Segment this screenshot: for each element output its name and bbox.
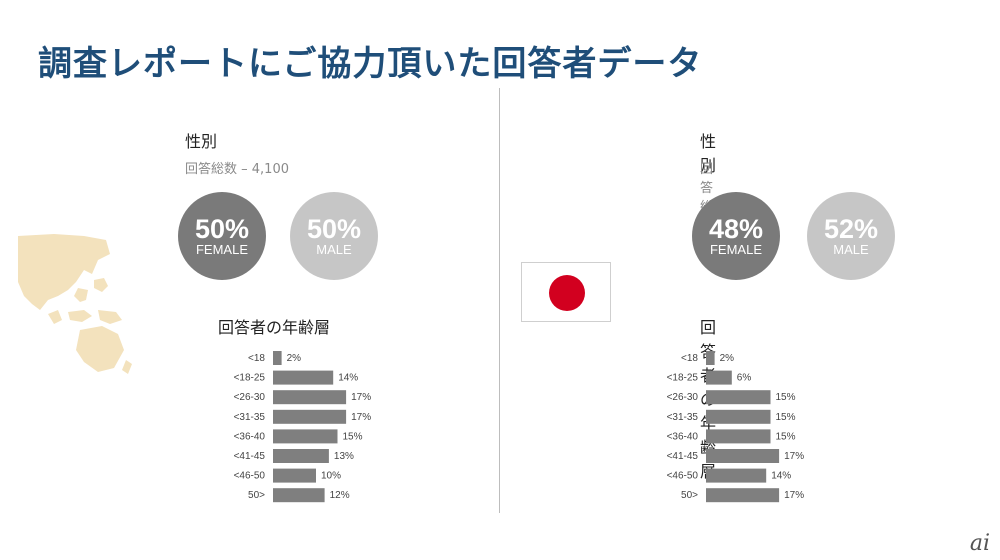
category-label: <18-25 [667, 373, 699, 384]
age-bar [273, 409, 347, 424]
value-label: 12% [330, 490, 350, 501]
center-divider [499, 88, 500, 513]
age-heading: 回答者の年齢層 [218, 318, 331, 337]
male-percent: 52% [823, 214, 879, 244]
male-label: MALE [833, 242, 869, 257]
category-label: <26-30 [667, 392, 699, 403]
category-label: <36-40 [234, 431, 266, 442]
value-label: 17% [784, 490, 804, 501]
female-percent: 48% [708, 214, 764, 244]
female-label: FEMALE [709, 242, 762, 257]
value-label: 15% [776, 412, 796, 423]
flag-sun-disc [549, 275, 585, 311]
age-bar [706, 370, 732, 385]
male-circle: 52% MALE [807, 192, 895, 280]
female-circle: 50% FEMALE [178, 192, 266, 280]
value-label: 10% [321, 471, 341, 482]
value-label: 13% [334, 451, 354, 462]
age-bar [273, 390, 347, 405]
age-bar [273, 468, 316, 483]
gender-heading: 性別 [185, 132, 218, 151]
age-bar [706, 449, 780, 463]
age-bar [706, 409, 771, 424]
category-label: <26-30 [234, 392, 266, 403]
age-bar [273, 429, 338, 444]
category-label: <41-45 [667, 451, 699, 462]
age-bar [273, 370, 334, 385]
asia-pacific-map-icon [18, 234, 132, 374]
age-bar [273, 449, 329, 463]
female-circle: 48% FEMALE [692, 192, 780, 280]
watermark-logo: ai [969, 531, 990, 556]
female-label: FEMALE [195, 242, 248, 257]
gender-heading: 性別 [700, 132, 717, 175]
category-label: 50> [248, 490, 265, 501]
value-label: 15% [776, 431, 796, 442]
category-label: <36-40 [667, 431, 699, 442]
page-title: 調査レポートにご協力頂いた回答者データ [38, 44, 703, 84]
panel-japan: 性別 回答総数 – 400 48% FEMALE 52% MALE 回答者の年齢… [0, 0, 895, 560]
female-percent: 50% [194, 214, 250, 244]
category-label: <18 [681, 353, 698, 364]
panel-asia-pacific: 性別 回答総数 – 4,100 50% FEMALE 50% MALE 回答者の… [0, 0, 480, 560]
age-bar [706, 468, 767, 483]
male-circle: 50% MALE [290, 192, 378, 280]
age-bar [273, 351, 282, 365]
value-label: 17% [784, 451, 804, 462]
age-bar [706, 488, 780, 503]
age-bar [706, 390, 771, 405]
category-label: <46-50 [667, 471, 699, 482]
age-bar [706, 351, 715, 365]
category-label: <18 [248, 353, 265, 364]
age-bar-chart: <18 2% <18-25 14% <26-30 17% <31-35 17% <36-40 15… [234, 351, 371, 503]
value-label: 14% [338, 373, 358, 384]
age-bar-chart: <18 2% <18-25 6% <26-30 15% <31-35 15% <36-40 15%… [667, 351, 804, 503]
respondent-count: 回答総数 – 4,100 [185, 162, 289, 177]
value-label: 15% [776, 392, 796, 403]
age-bar [706, 429, 771, 444]
category-label: <31-35 [667, 412, 699, 423]
category-label: 50> [681, 490, 698, 501]
value-label: 17% [351, 412, 371, 423]
male-percent: 50% [306, 214, 362, 244]
value-label: 2% [720, 353, 735, 364]
value-label: 17% [351, 392, 371, 403]
male-label: MALE [316, 242, 352, 257]
value-label: 15% [343, 431, 363, 442]
value-label: 6% [737, 373, 752, 384]
category-label: <41-45 [234, 451, 266, 462]
category-label: <31-35 [234, 412, 266, 423]
category-label: <18-25 [234, 373, 266, 384]
japan-flag-icon [521, 262, 611, 322]
value-label: 2% [287, 353, 302, 364]
value-label: 14% [771, 471, 791, 482]
age-bar [273, 488, 325, 503]
category-label: <46-50 [234, 471, 266, 482]
